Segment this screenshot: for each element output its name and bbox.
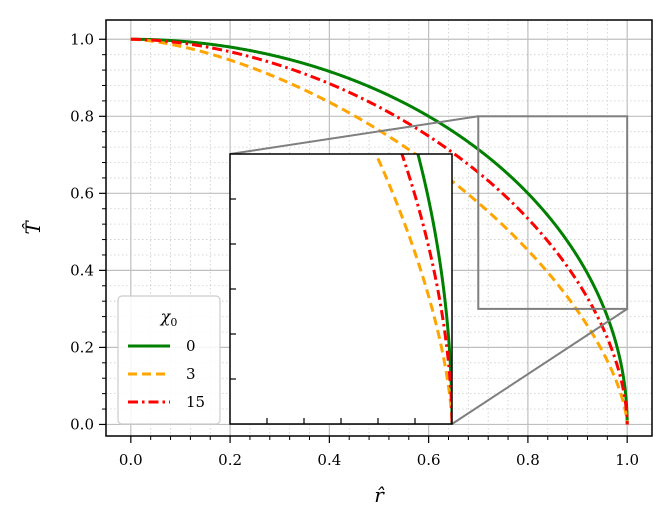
axis-ticks	[99, 38, 628, 443]
series-line-15	[129, 37, 629, 426]
x-tick-label: 0.0	[119, 451, 143, 469]
inset-series-line-0	[416, 154, 452, 424]
x-tick-label: 0.2	[218, 451, 242, 469]
legend-box	[117, 295, 221, 425]
y-tick-label: 0.4	[70, 261, 94, 279]
y-tick-label: 0.8	[70, 107, 94, 125]
y-axis-label: T̂	[21, 220, 45, 235]
zoom-connector-top	[229, 115, 479, 155]
inset-series-line-3	[374, 154, 452, 424]
x-axis-label: r̂	[374, 483, 385, 507]
inset-axes	[229, 153, 453, 425]
y-tick-label: 1.0	[70, 30, 94, 48]
y-tick-label: 0.2	[70, 338, 94, 356]
zoom-source-box	[477, 115, 629, 310]
y-tick-label: 0.0	[70, 415, 94, 433]
x-tick-label: 0.4	[317, 451, 341, 469]
x-tick-label: 1.0	[615, 451, 639, 469]
x-tick-label: 0.8	[516, 451, 540, 469]
legend-label-3: 3	[186, 365, 196, 383]
inset-series-group	[374, 154, 452, 424]
legend-label-15: 15	[186, 393, 205, 411]
inset-background	[230, 154, 452, 424]
inset-ticks	[230, 198, 416, 424]
y-tick-label: 0.6	[70, 184, 94, 202]
tick-labels: 0.0 0.2 0.4 0.6 0.8 1.0 0.0 0.2 0.4 0.6 0.8 1.0	[70, 30, 639, 469]
series-line-0	[130, 37, 629, 426]
zoom-connector-bottom	[451, 308, 628, 425]
plot-frame	[105, 19, 653, 437]
legend-label-0: 0	[186, 337, 196, 355]
x-tick-label: 0.6	[417, 451, 441, 469]
zoom-indicator	[229, 115, 629, 425]
